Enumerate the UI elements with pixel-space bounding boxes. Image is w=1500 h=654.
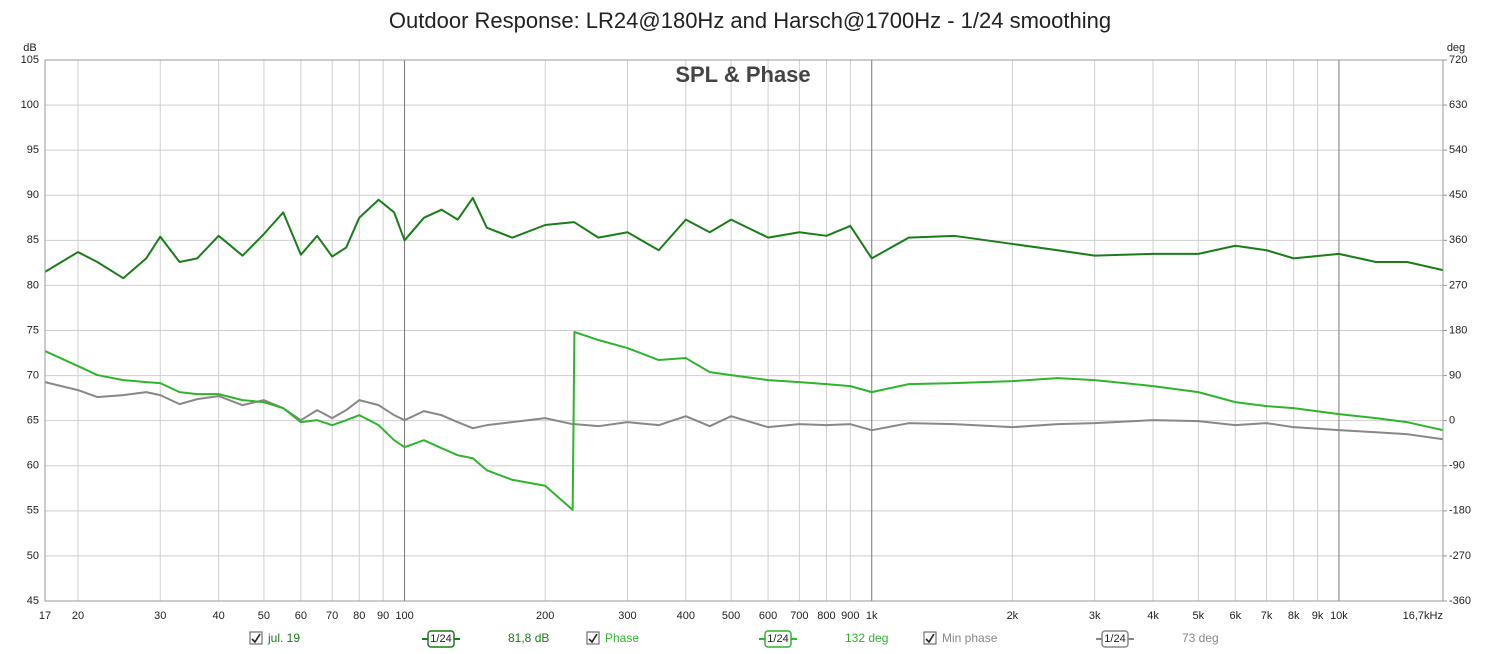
legend-item: Min phase 1/24 73 deg bbox=[923, 630, 1219, 648]
x-tick-label: 5k bbox=[1192, 610, 1204, 622]
y2-tick-label: 630 bbox=[1449, 99, 1467, 111]
y2-tick-label: -90 bbox=[1449, 460, 1465, 472]
x-tick-label: 80 bbox=[353, 610, 365, 622]
x-tick-label: 300 bbox=[618, 610, 636, 622]
y-tick-label: 95 bbox=[27, 144, 39, 156]
chart-title: Outdoor Response: LR24@180Hz and Harsch@… bbox=[389, 8, 1111, 33]
y2-tick-label: 540 bbox=[1449, 144, 1467, 156]
series-line bbox=[44, 381, 1444, 441]
y2-tick-label: 360 bbox=[1449, 234, 1467, 246]
checkmark bbox=[251, 633, 261, 644]
y2-tick-label: -270 bbox=[1449, 550, 1471, 562]
legend-label: jul. 19 bbox=[267, 631, 300, 645]
plot-area bbox=[44, 59, 1444, 602]
x-tick-label: 7k bbox=[1261, 610, 1273, 622]
x-tick-label: 90 bbox=[377, 610, 389, 622]
x-tick-label: 200 bbox=[536, 610, 554, 622]
legend-checkbox[interactable] bbox=[923, 631, 937, 645]
checkmark bbox=[925, 633, 935, 644]
x-tick-label: 700 bbox=[790, 610, 808, 622]
x-tick-label: 10k bbox=[1330, 610, 1348, 622]
x-tick-label: 900 bbox=[841, 610, 859, 622]
y-tick-label: 80 bbox=[27, 279, 39, 291]
y-tick-label: 55 bbox=[27, 505, 39, 517]
y2-tick-label: 720 bbox=[1449, 54, 1467, 66]
x-tick-label: 17 bbox=[39, 610, 51, 622]
y2-tick-label: -180 bbox=[1449, 505, 1471, 517]
x-tick-label: 16,7kHz bbox=[1403, 610, 1443, 622]
chart-subtitle: SPL & Phase bbox=[675, 62, 810, 87]
x-tick-label: 800 bbox=[817, 610, 835, 622]
smoothing-label: 1/24 bbox=[430, 633, 451, 645]
y2-tick-label: 270 bbox=[1449, 279, 1467, 291]
y-tick-label: 50 bbox=[27, 550, 39, 562]
checkmark bbox=[588, 633, 598, 644]
legend-label: Min phase bbox=[942, 631, 998, 645]
x-tick-label: 4k bbox=[1147, 610, 1159, 622]
x-tick-label: 1k bbox=[866, 610, 878, 622]
y-tick-label: 75 bbox=[27, 324, 39, 336]
y2-tick-label: 0 bbox=[1449, 415, 1455, 427]
x-tick-label: 100 bbox=[395, 610, 413, 622]
x-tick-label: 500 bbox=[722, 610, 740, 622]
series-line bbox=[44, 331, 1444, 511]
y-axis-unit: dB bbox=[23, 42, 36, 54]
x-tick-label: 6k bbox=[1229, 610, 1241, 622]
x-tick-label: 70 bbox=[326, 610, 338, 622]
y-tick-label: 60 bbox=[27, 460, 39, 472]
series-line bbox=[44, 196, 1444, 280]
y-tick-label: 100 bbox=[21, 99, 39, 111]
legend-readout: 73 deg bbox=[1182, 631, 1219, 645]
y-tick-label: 105 bbox=[21, 54, 39, 66]
x-tick-label: 2k bbox=[1007, 610, 1019, 622]
x-tick-label: 20 bbox=[72, 610, 84, 622]
y-tick-label: 45 bbox=[27, 595, 39, 607]
legend-item: jul. 19 1/24 81,8 dB bbox=[249, 630, 549, 648]
legend-readout: 81,8 dB bbox=[508, 631, 549, 645]
legend-item: Phase 1/24 132 deg bbox=[586, 630, 888, 648]
y2-tick-label: -360 bbox=[1449, 595, 1471, 607]
y2-tick-label: 450 bbox=[1449, 189, 1467, 201]
x-tick-label: 30 bbox=[154, 610, 166, 622]
y-tick-label: 90 bbox=[27, 189, 39, 201]
legend-checkbox[interactable] bbox=[249, 631, 263, 645]
y2-tick-label: 90 bbox=[1449, 369, 1461, 381]
x-tick-label: 40 bbox=[212, 610, 224, 622]
y-tick-label: 85 bbox=[27, 234, 39, 246]
y-tick-label: 65 bbox=[27, 415, 39, 427]
x-tick-label: 50 bbox=[258, 610, 270, 622]
y2-tick-label: 180 bbox=[1449, 324, 1467, 336]
y-tick-label: 70 bbox=[27, 369, 39, 381]
x-tick-label: 3k bbox=[1089, 610, 1101, 622]
x-tick-label: 60 bbox=[295, 610, 307, 622]
smoothing-label: 1/24 bbox=[767, 633, 788, 645]
smoothing-box[interactable] bbox=[764, 630, 792, 648]
y2-axis-unit: deg bbox=[1447, 42, 1465, 54]
x-tick-label: 400 bbox=[677, 610, 695, 622]
smoothing-box[interactable] bbox=[427, 630, 455, 648]
x-tick-label: 8k bbox=[1288, 610, 1300, 622]
smoothing-box[interactable] bbox=[1101, 630, 1129, 648]
x-tick-label: 600 bbox=[759, 610, 777, 622]
legend-checkbox[interactable] bbox=[586, 631, 600, 645]
smoothing-label: 1/24 bbox=[1104, 633, 1125, 645]
legend-label: Phase bbox=[605, 631, 639, 645]
legend-readout: 132 deg bbox=[845, 631, 888, 645]
x-tick-label: 9k bbox=[1312, 610, 1324, 622]
